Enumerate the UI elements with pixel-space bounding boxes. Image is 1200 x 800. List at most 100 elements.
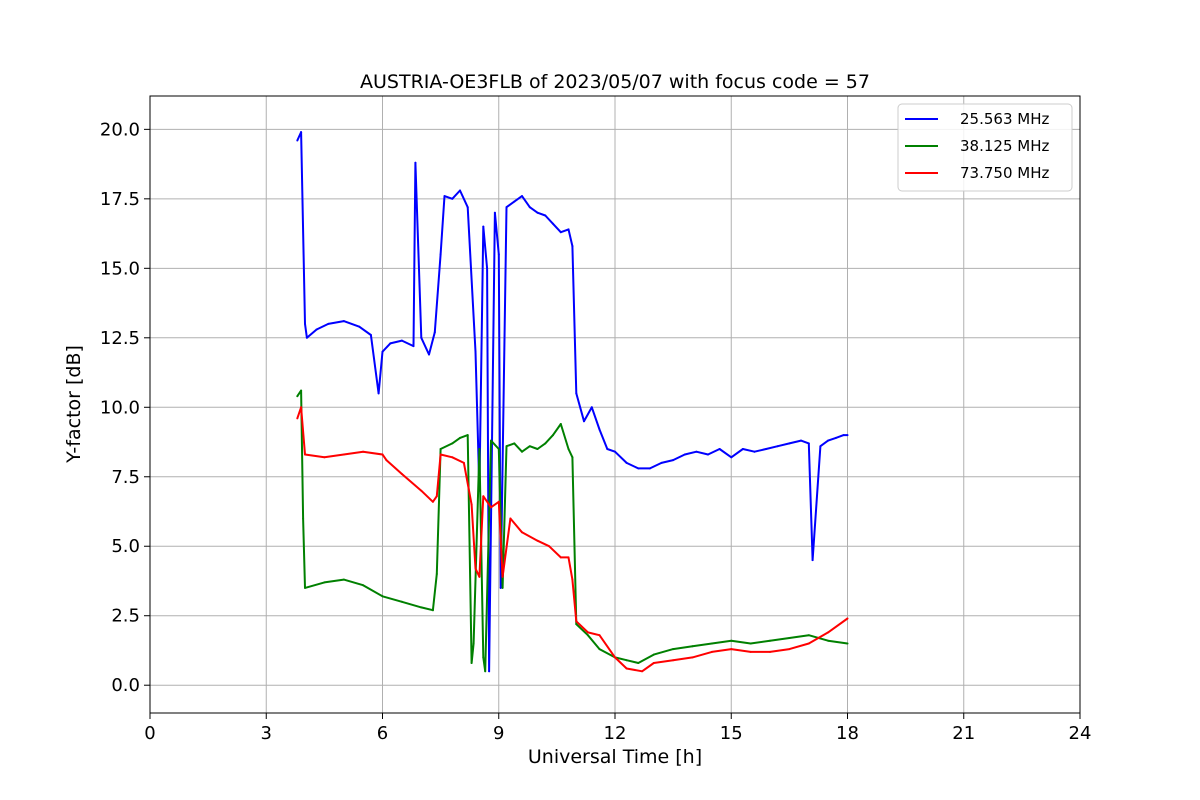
data-point — [571, 578, 574, 581]
data-point — [571, 245, 574, 248]
x-tick-label: 6 — [377, 723, 388, 744]
data-point — [420, 336, 423, 339]
data-point — [598, 428, 601, 431]
data-point — [400, 339, 403, 342]
data-point — [451, 442, 454, 445]
plot-frame — [149, 95, 1081, 714]
data-point — [807, 442, 810, 445]
data-point — [389, 342, 392, 345]
data-point — [769, 639, 771, 642]
data-point — [501, 575, 504, 578]
data-point — [552, 222, 554, 225]
data-point — [462, 461, 465, 464]
data-point — [571, 456, 574, 459]
data-point — [505, 206, 508, 209]
legend-entry-label: 73.750 MHz — [960, 164, 1049, 182]
data-point — [590, 406, 593, 409]
data-point — [800, 439, 802, 442]
data-point — [433, 331, 436, 334]
data-point — [625, 659, 628, 662]
data-point — [435, 495, 438, 498]
x-axis-label: Universal Time [h] — [528, 746, 702, 768]
data-point — [683, 453, 686, 456]
data-point — [548, 545, 551, 548]
data-point — [749, 650, 752, 653]
data-point — [342, 453, 345, 456]
data-point — [300, 131, 303, 134]
data-point — [482, 225, 485, 228]
data-point — [315, 328, 318, 331]
data-point — [358, 325, 361, 328]
data-point — [536, 539, 539, 542]
data-point — [470, 503, 473, 506]
data-point — [552, 434, 554, 437]
data-point — [497, 448, 500, 450]
data-point — [536, 448, 539, 450]
data-point — [753, 450, 756, 453]
data-point — [459, 189, 461, 192]
data-point — [412, 345, 415, 348]
data-point — [672, 659, 675, 662]
data-point — [625, 461, 628, 464]
data-point — [488, 670, 491, 673]
data-point — [695, 450, 698, 453]
data-point — [400, 473, 403, 475]
data-point — [431, 609, 434, 612]
data-point — [420, 606, 423, 609]
data-point — [305, 336, 308, 339]
x-tick-label: 21 — [952, 723, 975, 744]
data-point — [807, 634, 810, 637]
data-point — [497, 253, 500, 256]
data-point — [691, 656, 694, 659]
data-point — [478, 448, 481, 450]
data-point — [400, 600, 403, 603]
data-point — [614, 656, 616, 659]
data-point — [327, 322, 330, 325]
data-point — [567, 556, 570, 559]
y-tick-label: 12.5 — [100, 328, 140, 349]
x-tick-label: 3 — [261, 723, 272, 744]
y-tick-label: 5.0 — [111, 536, 140, 557]
data-point — [497, 500, 500, 503]
data-point — [827, 631, 830, 634]
data-point — [776, 445, 779, 448]
data-point — [660, 461, 663, 464]
x-tick-label: 0 — [144, 723, 155, 744]
data-point — [381, 350, 384, 353]
data-point — [672, 459, 675, 462]
data-point — [302, 517, 305, 520]
data-point — [377, 392, 380, 395]
data-point — [513, 442, 516, 445]
data-point — [342, 578, 345, 581]
data-point — [443, 195, 446, 198]
chart-title: AUSTRIA-OE3FLB of 2023/05/07 with focus … — [360, 71, 870, 93]
x-tick-label: 24 — [1069, 723, 1092, 744]
data-point — [730, 456, 733, 459]
data-point — [749, 642, 752, 645]
data-point — [323, 581, 326, 584]
data-point — [521, 531, 523, 534]
data-point — [544, 442, 547, 445]
data-point — [381, 453, 384, 456]
y-tick-label: 0.0 — [111, 675, 140, 696]
data-point — [788, 637, 791, 639]
data-point — [521, 450, 523, 453]
data-point — [718, 448, 721, 450]
data-point — [300, 389, 303, 392]
data-point — [499, 586, 502, 589]
data-point — [598, 634, 601, 637]
data-point — [842, 434, 845, 437]
data-point — [521, 195, 523, 198]
data-point — [769, 650, 771, 653]
data-point — [342, 320, 345, 323]
data-point — [536, 211, 539, 214]
data-point — [381, 595, 384, 598]
data-point — [300, 406, 303, 409]
y-tick-label: 7.5 — [111, 467, 140, 488]
data-point — [451, 456, 454, 459]
legend-entry-label: 38.125 MHz — [960, 137, 1049, 155]
data-point — [544, 214, 547, 217]
data-point — [559, 556, 562, 559]
legend-entry-label: 25.563 MHz — [960, 110, 1049, 128]
y-tick-label: 10.0 — [100, 397, 140, 418]
